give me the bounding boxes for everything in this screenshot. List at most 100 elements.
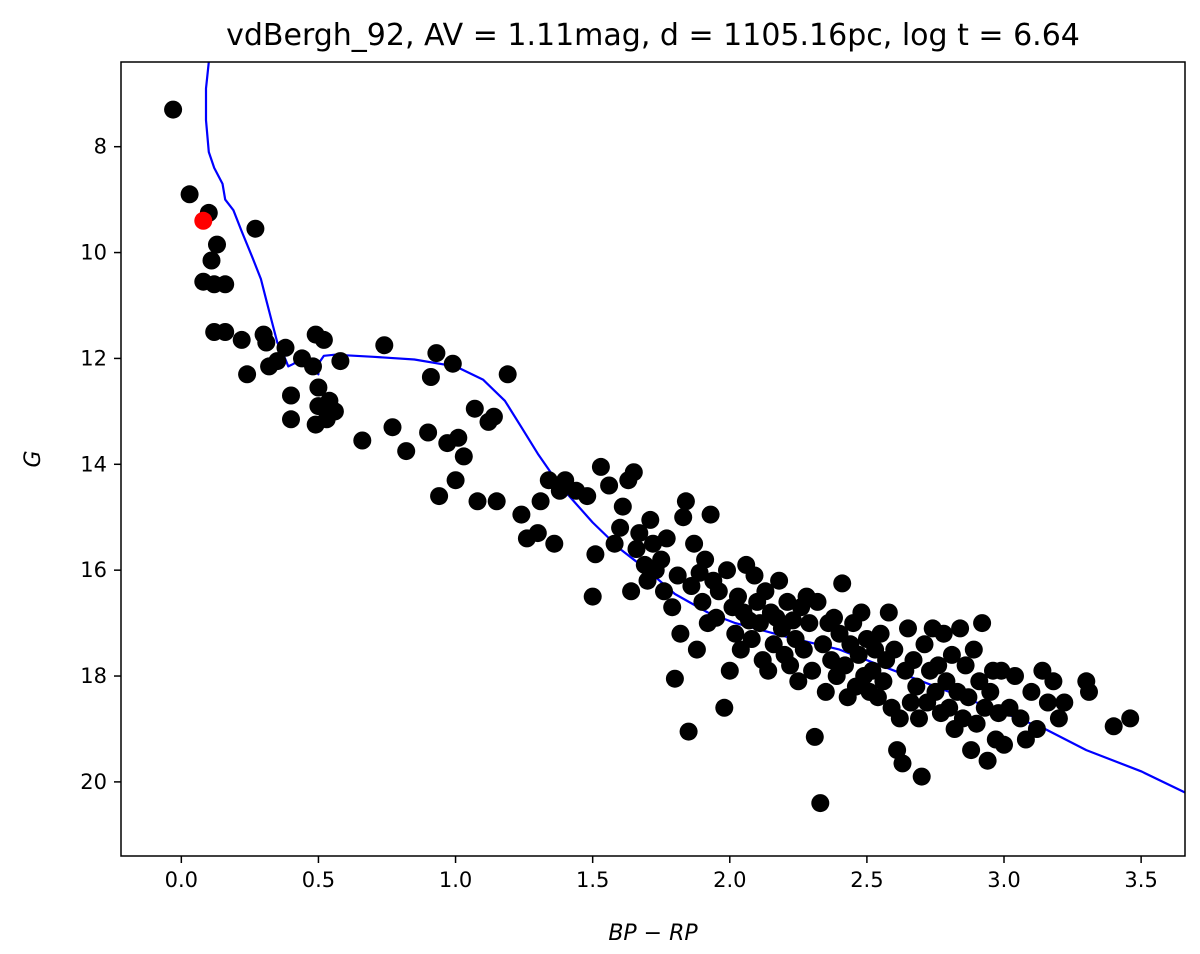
star-point xyxy=(825,608,843,627)
chart-title: vdBergh_92, AV = 1.11mag, d = 1105.16pc,… xyxy=(226,18,1080,53)
star-point xyxy=(967,714,986,733)
star-point xyxy=(904,651,923,670)
star-point xyxy=(778,592,797,611)
star-point xyxy=(781,656,800,675)
star-point xyxy=(822,651,841,670)
star-point xyxy=(652,550,671,569)
star-point xyxy=(800,614,819,633)
x-tick-label: 0.5 xyxy=(302,868,335,892)
star-point xyxy=(314,330,333,349)
x-tick-label: 1.5 xyxy=(576,868,609,892)
star-point xyxy=(268,352,287,371)
star-point xyxy=(512,505,531,524)
star-point xyxy=(816,682,835,701)
star-point xyxy=(833,574,852,593)
star-point xyxy=(630,524,649,543)
star-point xyxy=(282,386,300,405)
star-point xyxy=(282,410,300,429)
star-point xyxy=(600,476,619,495)
x-tick-label: 1.0 xyxy=(439,868,472,892)
star-point xyxy=(663,598,682,617)
star-point xyxy=(852,603,871,622)
star-point xyxy=(641,510,660,529)
x-tick-label: 2.5 xyxy=(850,868,883,892)
y-tick-label: 20 xyxy=(80,770,107,794)
star-point xyxy=(583,587,602,606)
star-point xyxy=(910,709,928,728)
star-point xyxy=(956,656,975,675)
highlight-layer xyxy=(194,211,213,230)
star-point xyxy=(720,661,739,680)
star-point xyxy=(868,688,887,707)
star-point xyxy=(605,534,624,553)
star-point xyxy=(397,442,416,461)
star-point xyxy=(679,722,698,741)
star-point xyxy=(586,545,605,564)
star-point xyxy=(978,751,997,770)
star-point xyxy=(745,566,764,585)
star-point xyxy=(934,624,953,643)
star-point xyxy=(879,603,898,622)
star-point xyxy=(613,497,632,516)
star-point xyxy=(718,561,736,580)
star-point xyxy=(238,365,257,384)
star-point xyxy=(685,534,704,553)
star-point xyxy=(216,323,235,341)
star-point xyxy=(701,505,720,524)
star-point xyxy=(611,518,630,537)
star-point xyxy=(901,693,920,712)
star-point xyxy=(383,418,402,437)
star-point xyxy=(665,669,684,688)
star-point xyxy=(257,333,276,352)
star-point xyxy=(687,640,706,659)
star-point xyxy=(443,354,462,373)
star-point xyxy=(756,582,775,601)
star-point xyxy=(208,235,226,254)
star-point xyxy=(419,423,438,442)
star-point xyxy=(309,378,328,397)
star-point xyxy=(446,471,465,490)
stars-layer xyxy=(164,100,1140,813)
star-point xyxy=(317,410,336,429)
star-point xyxy=(531,492,550,511)
star-point xyxy=(528,524,547,543)
y-tick-label: 12 xyxy=(80,346,107,370)
y-tick-label: 8 xyxy=(94,135,107,159)
star-point xyxy=(929,656,948,675)
star-point xyxy=(995,735,1013,754)
star-point xyxy=(1080,682,1098,701)
star-point xyxy=(216,275,235,294)
star-point xyxy=(789,672,808,691)
star-point xyxy=(674,508,693,527)
star-point xyxy=(975,698,994,717)
star-point xyxy=(484,407,503,426)
x-tick-label: 3.5 xyxy=(1124,868,1157,892)
star-point xyxy=(992,661,1011,680)
star-point xyxy=(578,487,597,506)
star-point xyxy=(885,640,904,659)
star-point xyxy=(1006,667,1024,685)
star-point xyxy=(668,566,687,585)
star-point xyxy=(591,457,610,476)
star-point xyxy=(770,571,789,590)
star-point xyxy=(726,624,745,643)
star-point xyxy=(912,767,931,786)
star-point xyxy=(811,794,830,813)
star-point xyxy=(893,754,912,773)
star-point xyxy=(729,587,747,606)
star-point xyxy=(655,582,673,601)
star-point xyxy=(973,614,992,633)
star-point xyxy=(276,338,295,357)
star-point xyxy=(709,582,728,601)
star-point xyxy=(707,608,726,627)
star-point xyxy=(449,428,468,447)
y-axis-label: G xyxy=(21,450,46,467)
star-point xyxy=(759,661,778,680)
star-point xyxy=(164,100,183,119)
plot-frame xyxy=(120,61,1186,857)
star-point xyxy=(951,619,970,638)
x-axis: 0.0 0.5 1.0 1.5 2.0 2.5 3.0 3.5 xyxy=(165,856,1158,892)
star-point xyxy=(1044,672,1063,691)
star-point xyxy=(331,352,350,371)
star-point xyxy=(375,336,394,355)
